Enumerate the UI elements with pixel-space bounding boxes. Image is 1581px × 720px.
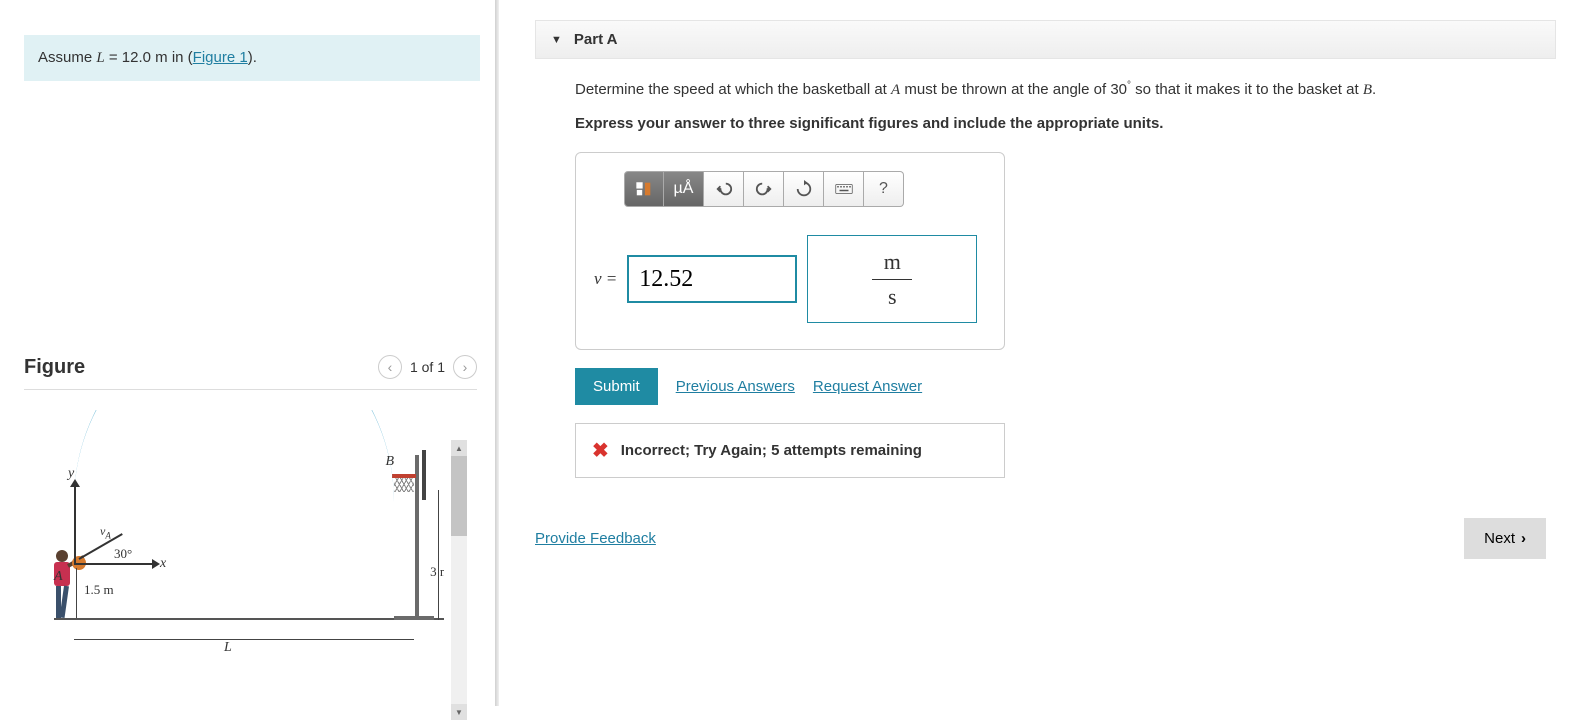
label-L: L	[224, 640, 232, 656]
q-B: B	[1363, 82, 1372, 98]
keyboard-button[interactable]	[824, 171, 864, 207]
figure-x-axis	[74, 563, 154, 565]
chevron-right-icon: ›	[1521, 530, 1526, 547]
dim-h2	[438, 490, 439, 620]
answer-row: v = m s	[594, 235, 986, 323]
provide-feedback-link[interactable]: Provide Feedback	[535, 530, 656, 547]
templates-button[interactable]	[624, 171, 664, 207]
part-title: Part A	[574, 31, 618, 48]
dim-h1	[76, 568, 77, 618]
templates-icon	[635, 180, 653, 198]
value-input[interactable]	[627, 255, 797, 303]
collapse-caret-icon: ▼	[551, 34, 562, 46]
problem-var: L	[96, 50, 104, 66]
question-text: Determine the speed at which the basketb…	[575, 79, 1516, 101]
unit-input[interactable]: m s	[807, 235, 977, 323]
problem-suffix: ).	[248, 49, 257, 66]
incorrect-icon: ✖	[592, 438, 609, 463]
q-A: A	[891, 82, 900, 98]
help-label: ?	[879, 180, 888, 198]
answer-frame: µÅ ? v = m	[575, 152, 1005, 350]
figure-page-indicator: 1 of 1	[410, 359, 445, 375]
problem-eq: = 12.0 m in (	[105, 49, 193, 66]
problem-prefix: Assume	[38, 49, 96, 66]
submit-button[interactable]: Submit	[575, 368, 658, 405]
feedback-box: ✖ Incorrect; Try Again; 5 attempts remai…	[575, 423, 1005, 478]
reset-button[interactable]	[784, 171, 824, 207]
figure-next-button[interactable]: ›	[453, 355, 477, 379]
redo-icon	[755, 180, 773, 198]
figure-viewport: ▲ ▼	[24, 410, 477, 710]
label-y: y	[68, 466, 74, 482]
action-row: Submit Previous Answers Request Answer	[575, 368, 1516, 405]
next-button[interactable]: Next ›	[1464, 518, 1546, 559]
q-pre: Determine the speed at which the basketb…	[575, 81, 891, 98]
figure-base	[394, 616, 434, 620]
unit-numerator: m	[884, 249, 901, 275]
figure-ground	[54, 618, 444, 620]
part-header[interactable]: ▼ Part A	[535, 20, 1556, 59]
q-mid: must be thrown at the angle of 30	[900, 81, 1127, 98]
figure-section: Figure ‹ 1 of 1 › ▲ ▼	[24, 355, 477, 710]
figure-header: Figure ‹ 1 of 1 ›	[24, 355, 477, 390]
figure-x-arrow	[152, 559, 160, 569]
figure-canvas: y x vA 30° A B 1.5 m 3 m L	[24, 410, 444, 680]
label-h1: 1.5 m	[84, 582, 114, 598]
redo-button[interactable]	[744, 171, 784, 207]
keyboard-icon	[835, 180, 853, 198]
figure-hoop	[392, 474, 422, 492]
label-va: vA	[100, 524, 111, 540]
question-instruction: Express your answer to three significant…	[575, 115, 1516, 132]
figure-link[interactable]: Figure 1	[193, 49, 248, 66]
scroll-down-button[interactable]: ▼	[451, 704, 467, 720]
label-angle: 30°	[114, 546, 132, 562]
help-button[interactable]: ?	[864, 171, 904, 207]
question-block: Determine the speed at which the basketb…	[535, 79, 1556, 478]
unit-denominator: s	[888, 284, 897, 310]
equation-toolbar: µÅ ?	[624, 171, 986, 207]
label-A: A	[54, 569, 63, 585]
q-end: .	[1372, 81, 1376, 98]
figure-title: Figure	[24, 356, 85, 379]
units-button[interactable]: µÅ	[664, 171, 704, 207]
dim-L	[74, 639, 414, 640]
reset-icon	[795, 180, 813, 198]
label-x: x	[160, 556, 166, 572]
q-post: so that it makes it to the basket at	[1131, 81, 1363, 98]
figure-prev-button[interactable]: ‹	[378, 355, 402, 379]
next-label: Next	[1484, 530, 1515, 547]
panel-divider[interactable]	[495, 0, 499, 706]
request-answer-link[interactable]: Request Answer	[813, 378, 922, 395]
figure-backboard	[422, 450, 426, 500]
figure-y-axis	[74, 485, 76, 565]
bottom-row: Provide Feedback Next ›	[535, 518, 1556, 559]
left-panel: Assume L = 12.0 m in (Figure 1). Figure …	[0, 0, 495, 706]
undo-button[interactable]	[704, 171, 744, 207]
label-B: B	[385, 454, 394, 470]
problem-statement: Assume L = 12.0 m in (Figure 1).	[24, 35, 480, 81]
figure-nav: ‹ 1 of 1 ›	[378, 355, 477, 379]
feedback-text: Incorrect; Try Again; 5 attempts remaini…	[621, 442, 922, 459]
units-label: µÅ	[674, 180, 694, 198]
previous-answers-link[interactable]: Previous Answers	[676, 378, 795, 395]
scroll-up-button[interactable]: ▲	[451, 440, 467, 456]
undo-icon	[715, 180, 733, 198]
figure-scrollbar[interactable]: ▲ ▼	[451, 440, 467, 720]
fraction-line	[872, 279, 912, 280]
variable-label: v =	[594, 269, 617, 289]
right-panel: ▼ Part A Determine the speed at which th…	[510, 0, 1581, 559]
scroll-thumb[interactable]	[451, 456, 467, 536]
